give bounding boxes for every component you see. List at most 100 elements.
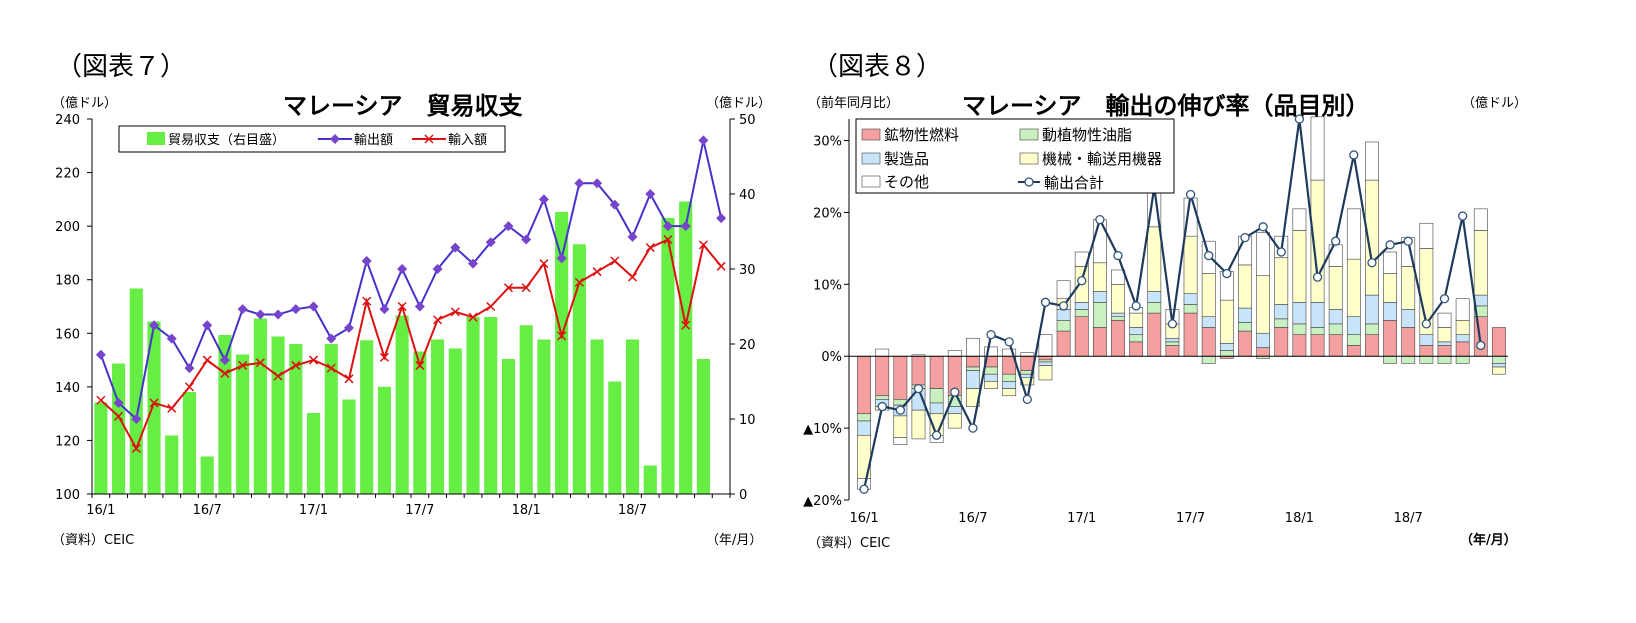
export-marker xyxy=(166,333,177,344)
manufactured-segment xyxy=(1256,332,1271,348)
other-segment xyxy=(1020,352,1035,357)
import-marker xyxy=(450,307,460,317)
export-marker xyxy=(468,258,479,269)
other-segment xyxy=(1437,312,1452,328)
total-export-marker xyxy=(1204,250,1214,261)
total-export-marker xyxy=(968,423,978,433)
import-marker xyxy=(627,272,638,282)
manufactured-segment xyxy=(1419,334,1434,346)
manufactured-segment xyxy=(1074,302,1089,310)
y-tick-label: 20% xyxy=(813,206,842,221)
machinery-segment xyxy=(1292,230,1307,303)
import-marker xyxy=(184,382,195,392)
oils-segment xyxy=(984,366,998,375)
import-marker xyxy=(96,395,106,405)
export-marker xyxy=(432,264,443,274)
legend-oils-label: 動植物性油脂 xyxy=(1042,126,1132,144)
mineral-fuel-segment xyxy=(1419,345,1434,357)
mineral-fuel-segment xyxy=(1401,327,1416,357)
oils-segment xyxy=(857,413,871,422)
mineral-fuel-segment xyxy=(1238,330,1252,357)
oils-segment xyxy=(1419,355,1434,364)
machinery-segment xyxy=(1492,366,1506,375)
balance-bar xyxy=(501,359,516,494)
export-marker xyxy=(609,199,620,210)
machinery-segment xyxy=(1346,258,1361,317)
mineral-fuel-segment xyxy=(1328,334,1343,357)
other-segment xyxy=(875,348,890,357)
total-export-marker xyxy=(1367,258,1377,268)
legend-machinery-label: 機械・輸送用機器 xyxy=(1042,150,1162,168)
total-export-marker xyxy=(1131,301,1141,311)
mineral-fuel-segment xyxy=(1056,330,1071,357)
export-marker xyxy=(184,363,195,374)
total-export-marker xyxy=(913,383,924,394)
right-tick-label: 40 xyxy=(739,188,756,203)
machinery-segment xyxy=(911,409,926,440)
x-tick-label: 16/1 xyxy=(849,511,878,526)
machinery-segment xyxy=(1274,257,1289,305)
balance-bar xyxy=(608,381,622,494)
manufactured-segment xyxy=(1038,361,1053,366)
chart1-title: マレーシア 貿易収支 xyxy=(283,92,523,120)
manufactured-segment xyxy=(1129,327,1144,335)
legend-machinery-swatch xyxy=(1019,152,1039,165)
oils-segment xyxy=(1111,316,1125,321)
other-segment xyxy=(947,350,962,357)
export-marker xyxy=(149,320,160,331)
machinery-segment xyxy=(1147,226,1162,292)
manufactured-segment xyxy=(1183,293,1198,305)
mineral-fuel-segment xyxy=(966,355,980,368)
export-marker xyxy=(680,221,691,232)
legend-mineral-label: 鉱物性燃料 xyxy=(884,126,959,144)
mineral-fuel-segment xyxy=(893,355,908,400)
balance-bar xyxy=(377,386,391,494)
mineral-fuel-segment xyxy=(911,355,926,386)
export-marker xyxy=(503,221,514,232)
oils-segment xyxy=(966,366,980,371)
import-marker xyxy=(202,355,212,365)
manufactured-segment xyxy=(1401,309,1416,328)
balance-bar xyxy=(165,435,179,494)
oils-segment xyxy=(1365,323,1379,335)
mineral-fuel-segment xyxy=(1020,355,1035,371)
oils-segment xyxy=(1219,350,1234,357)
mineral-fuel-segment xyxy=(1074,316,1089,357)
manufactured-segment xyxy=(1346,316,1361,335)
legend-label-export: 輸出額 xyxy=(354,133,393,148)
other-segment xyxy=(1455,298,1470,321)
manufactured-segment xyxy=(984,373,998,382)
legend-label-import: 輸入額 xyxy=(448,133,487,148)
export-marker xyxy=(361,255,372,266)
export-marker xyxy=(574,178,585,189)
export-marker xyxy=(485,237,496,248)
x-tick-label: 17/7 xyxy=(405,503,434,518)
chart1-left-unit: （億ドル） xyxy=(52,96,118,111)
x-tick-label: 18/1 xyxy=(512,503,541,518)
machinery-segment xyxy=(1455,319,1470,335)
machinery-segment xyxy=(1111,284,1125,314)
other-segment xyxy=(1056,280,1071,300)
import-marker xyxy=(220,368,230,378)
left-tick-label: 160 xyxy=(55,327,80,342)
export-marker xyxy=(556,253,567,264)
import-marker xyxy=(433,315,443,325)
manufactured-segment xyxy=(1437,341,1452,346)
import-marker xyxy=(539,259,549,269)
oils-segment xyxy=(1401,355,1416,364)
import-marker xyxy=(468,312,478,322)
other-segment xyxy=(1365,141,1379,181)
import-marker xyxy=(610,256,620,266)
export-marker xyxy=(414,301,425,312)
oils-segment xyxy=(1074,309,1089,317)
total-export-marker xyxy=(1276,247,1286,257)
legend-total-label: 輸出合計 xyxy=(1044,174,1104,192)
left-tick-label: 100 xyxy=(55,488,80,503)
legend-total-marker xyxy=(1024,177,1034,187)
other-segment xyxy=(1383,251,1397,274)
balance-bar xyxy=(271,336,285,494)
balance-bar xyxy=(431,339,445,494)
manufactured-segment xyxy=(1328,309,1343,325)
import-marker xyxy=(574,277,584,287)
chart1-xlabel: （年/月） xyxy=(706,533,763,548)
